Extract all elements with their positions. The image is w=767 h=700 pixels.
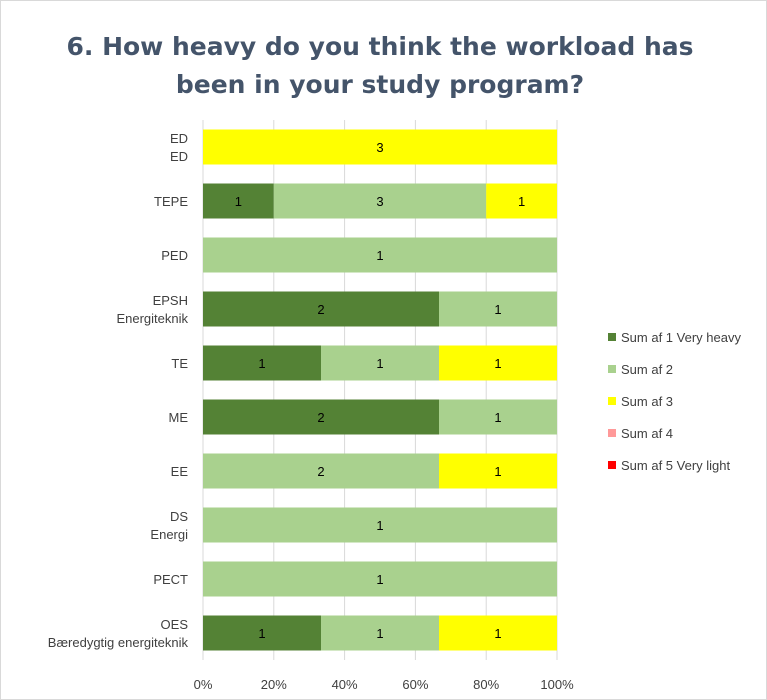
data-label: 1 — [494, 410, 501, 425]
data-label: 1 — [376, 572, 383, 587]
category-label: Energiteknik — [116, 311, 188, 326]
data-label: 1 — [494, 302, 501, 317]
category-label: PED — [161, 248, 188, 263]
bar-segment — [439, 345, 557, 381]
data-label: 1 — [376, 518, 383, 533]
x-tick-label: 80% — [473, 677, 499, 692]
x-tick-label: 0% — [194, 677, 213, 692]
legend-label: Sum af 4 — [621, 426, 673, 441]
bar-segment — [203, 507, 557, 543]
category-label: OES — [161, 617, 189, 632]
data-label: 2 — [317, 464, 324, 479]
category-label: TEPE — [154, 194, 188, 209]
data-label: 1 — [518, 194, 525, 209]
data-label: 3 — [376, 140, 383, 155]
data-label: 1 — [494, 356, 501, 371]
legend-swatch — [608, 461, 616, 469]
legend-label: Sum af 3 — [621, 394, 673, 409]
x-tick-label: 60% — [402, 677, 428, 692]
x-tick-label: 100% — [540, 677, 574, 692]
category-label: ED — [170, 131, 188, 146]
legend-label: Sum af 2 — [621, 362, 673, 377]
bar-segment — [203, 183, 274, 219]
category-label: Energi — [150, 527, 188, 542]
data-label: 1 — [494, 464, 501, 479]
category-label: TE — [171, 356, 188, 371]
bar-segment — [439, 453, 557, 489]
bar-segment — [203, 345, 321, 381]
bar-segment — [203, 399, 439, 435]
legend-swatch — [608, 365, 616, 373]
x-tick-label: 40% — [332, 677, 358, 692]
category-label: EPSH — [153, 293, 188, 308]
data-label: 1 — [494, 626, 501, 641]
bar-segment — [203, 237, 557, 273]
bar-segment — [439, 399, 557, 435]
bar-segment — [486, 183, 557, 219]
data-label: 1 — [376, 626, 383, 641]
legend-label: Sum af 1 Very heavy — [621, 330, 741, 345]
bar-segment — [321, 345, 439, 381]
legend-label: Sum af 5 Very light — [621, 458, 730, 473]
data-label: 1 — [235, 194, 242, 209]
bar-segment — [203, 453, 439, 489]
category-label: DS — [170, 509, 188, 524]
category-label: PECT — [153, 572, 188, 587]
data-label: 1 — [376, 356, 383, 371]
bar-segment — [439, 615, 557, 651]
bar-segment — [321, 615, 439, 651]
data-label: 2 — [317, 302, 324, 317]
category-label: EE — [171, 464, 189, 479]
data-label: 1 — [376, 248, 383, 263]
bar-segment — [203, 129, 557, 165]
data-label: 3 — [376, 194, 383, 209]
bar-segment — [203, 561, 557, 597]
data-label: 2 — [317, 410, 324, 425]
x-tick-label: 20% — [261, 677, 287, 692]
category-label: ED — [170, 149, 188, 164]
chart-title: 6. How heavy do you think the workload h… — [66, 32, 694, 99]
legend-swatch — [608, 333, 616, 341]
bar-segment — [439, 291, 557, 327]
bar-segment — [203, 615, 321, 651]
data-label: 1 — [258, 356, 265, 371]
category-label: Bæredygtig energiteknik — [48, 635, 189, 650]
legend-swatch — [608, 429, 616, 437]
legend-swatch — [608, 397, 616, 405]
bar-segment — [273, 183, 487, 219]
data-label: 1 — [258, 626, 265, 641]
category-label: ME — [169, 410, 189, 425]
bar-segment — [203, 291, 439, 327]
